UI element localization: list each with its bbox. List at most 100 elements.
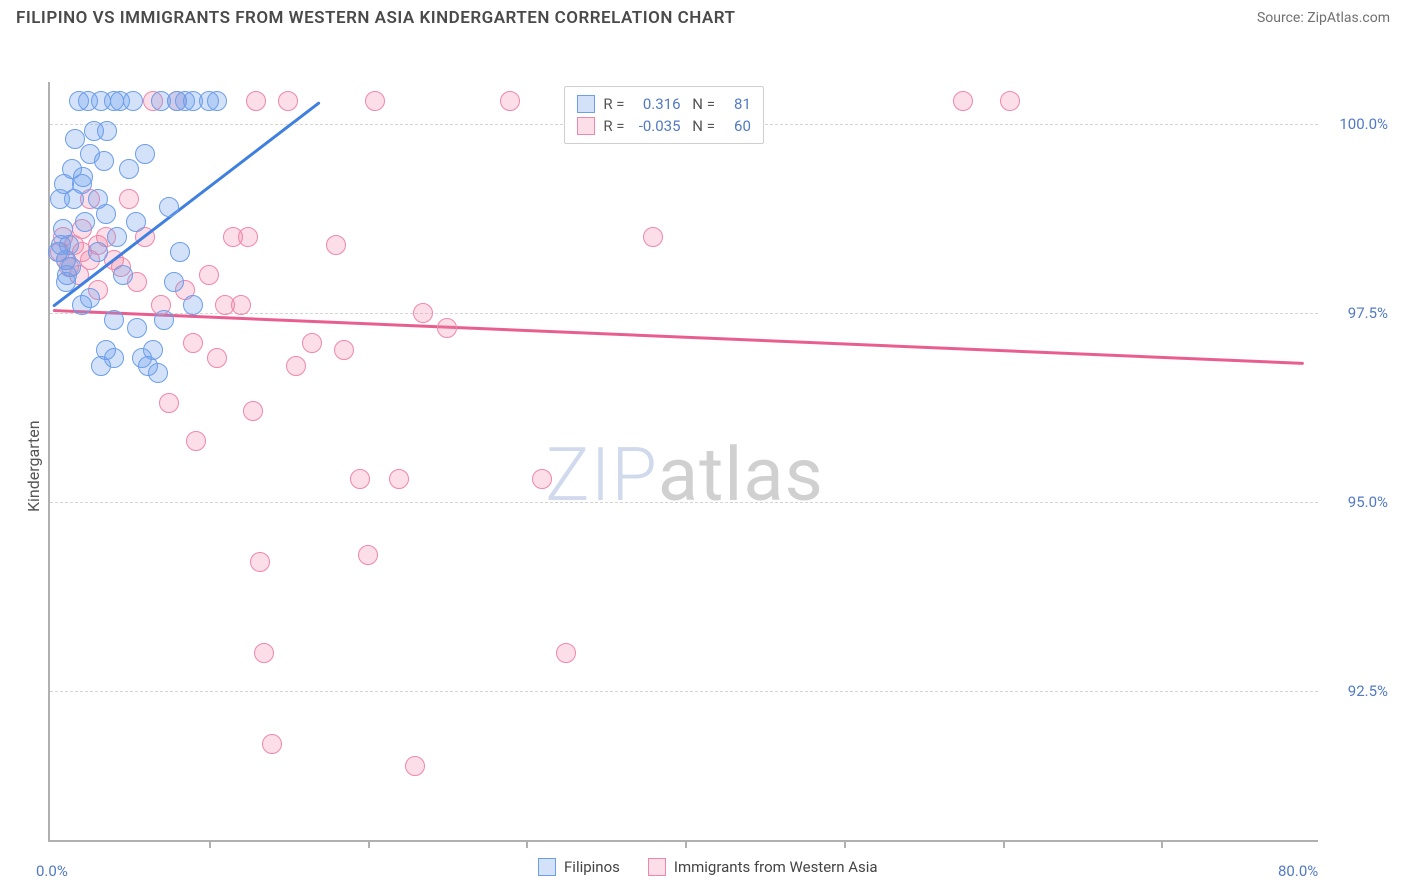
- data-point: [243, 401, 263, 421]
- x-tick: [1161, 840, 1163, 848]
- stat-n-value: 81: [723, 93, 751, 115]
- x-tick: [209, 840, 211, 848]
- legend-item: Filipinos: [538, 858, 620, 876]
- stat-n-value: 60: [723, 115, 751, 137]
- stat-n-label: N =: [689, 93, 715, 115]
- data-point: [262, 734, 282, 754]
- data-point: [148, 363, 168, 383]
- data-point: [953, 91, 973, 111]
- data-point: [143, 340, 163, 360]
- data-point: [186, 431, 206, 451]
- data-point: [170, 242, 190, 262]
- data-point: [80, 288, 100, 308]
- y-tick-label: 92.5%: [1328, 682, 1388, 700]
- chart-area: 100.0% 97.5% 95.0% 92.5% ZIPatlas R = 0.316 N …: [0, 38, 1406, 888]
- legend-swatch: [538, 858, 556, 876]
- legend-swatch: [577, 95, 595, 113]
- data-point: [97, 121, 117, 141]
- data-point: [302, 333, 322, 353]
- data-point: [532, 469, 552, 489]
- data-point: [207, 91, 227, 111]
- data-point: [246, 91, 266, 111]
- data-point: [207, 348, 227, 368]
- x-max-label: 80.0%: [1278, 862, 1318, 880]
- data-point: [119, 159, 139, 179]
- watermark-part2: atlas: [658, 432, 824, 519]
- stat-r-label: R =: [603, 115, 624, 137]
- chart-source: Source: ZipAtlas.com: [1257, 10, 1390, 26]
- legend-swatch: [577, 117, 595, 135]
- data-point: [96, 204, 116, 224]
- data-point: [56, 272, 76, 292]
- data-point: [286, 356, 306, 376]
- data-point: [164, 272, 184, 292]
- data-point: [73, 167, 93, 187]
- stat-r-label: R =: [603, 93, 624, 115]
- data-point: [127, 318, 147, 338]
- data-point: [183, 333, 203, 353]
- data-point: [643, 227, 663, 247]
- legend-swatch: [648, 858, 666, 876]
- data-point: [413, 303, 433, 323]
- data-point: [119, 189, 139, 209]
- x-tick: [1003, 840, 1005, 848]
- legend-label: Filipinos: [564, 858, 620, 876]
- data-point: [326, 235, 346, 255]
- data-point: [123, 91, 143, 111]
- chart-title: FILIPINO VS IMMIGRANTS FROM WESTERN ASIA…: [16, 8, 735, 28]
- data-point: [231, 295, 251, 315]
- data-point: [159, 393, 179, 413]
- data-point: [91, 356, 111, 376]
- data-point: [238, 227, 258, 247]
- data-point: [437, 318, 457, 338]
- stats-row: R = -0.035 N = 60: [577, 115, 751, 137]
- data-point: [135, 144, 155, 164]
- data-point: [254, 643, 274, 663]
- x-tick: [526, 840, 528, 848]
- stats-row: R = 0.316 N = 81: [577, 93, 751, 115]
- data-point: [104, 310, 124, 330]
- x-min-label: 0.0%: [36, 862, 68, 880]
- data-point: [405, 756, 425, 776]
- plot-region: 100.0%97.5%95.0%92.5%ZIPatlasR =0.316 N …: [48, 82, 1318, 842]
- legend-item: Immigrants from Western Asia: [648, 858, 878, 876]
- legend-label: Immigrants from Western Asia: [674, 858, 878, 876]
- x-tick: [844, 840, 846, 848]
- trend-line: [53, 309, 1304, 365]
- data-point: [94, 151, 114, 171]
- data-point: [88, 242, 108, 262]
- data-point: [126, 212, 146, 232]
- data-point: [154, 310, 174, 330]
- chart-header: FILIPINO VS IMMIGRANTS FROM WESTERN ASIA…: [0, 0, 1406, 32]
- data-point: [250, 552, 270, 572]
- series-legend: Filipinos Immigrants from Western Asia: [538, 858, 878, 876]
- grid-line: [50, 502, 1318, 503]
- x-tick: [368, 840, 370, 848]
- data-point: [1000, 91, 1020, 111]
- stat-n-label: N =: [689, 115, 715, 137]
- data-point: [159, 197, 179, 217]
- y-axis-title: Kindergarten: [24, 420, 43, 512]
- watermark: ZIPatlas: [545, 432, 824, 519]
- data-point: [59, 235, 79, 255]
- y-tick-label: 97.5%: [1328, 304, 1388, 322]
- data-point: [500, 91, 520, 111]
- data-point: [278, 91, 298, 111]
- data-point: [107, 227, 127, 247]
- y-tick-label: 100.0%: [1328, 115, 1388, 133]
- y-tick-label: 95.0%: [1328, 493, 1388, 511]
- data-point: [350, 469, 370, 489]
- data-point: [556, 643, 576, 663]
- grid-line: [50, 691, 1318, 692]
- data-point: [113, 265, 133, 285]
- data-point: [75, 212, 95, 232]
- data-point: [389, 469, 409, 489]
- stat-r-value: 0.316: [633, 93, 681, 115]
- watermark-part1: ZIP: [545, 432, 658, 519]
- data-point: [183, 295, 203, 315]
- x-tick: [685, 840, 687, 848]
- stat-r-value: -0.035: [633, 115, 681, 137]
- data-point: [199, 265, 219, 285]
- data-point: [334, 340, 354, 360]
- stats-legend: R = 0.316 N = 81 R = -0.035 N = 60: [564, 86, 764, 144]
